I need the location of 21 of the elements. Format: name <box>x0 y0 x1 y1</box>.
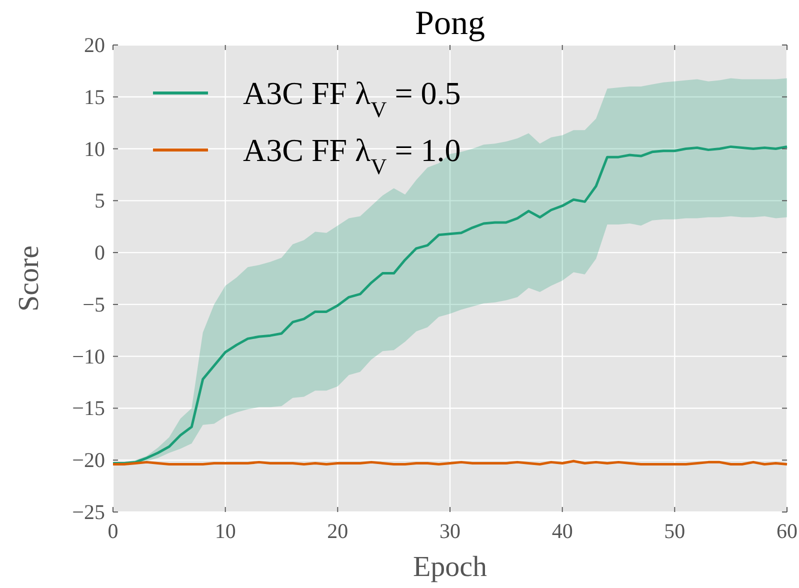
y-tick-label: 5 <box>94 188 105 213</box>
y-tick-label: 10 <box>84 136 105 161</box>
x-tick-label: 20 <box>327 519 348 543</box>
x-tick-label: 60 <box>776 519 798 543</box>
y-axis-title: Score <box>13 245 45 312</box>
legend-label: A3C FF λ$_{V}$ = 0.5 <box>243 75 461 122</box>
y-tick-label: 0 <box>94 240 105 265</box>
y-tick-label: −15 <box>72 396 105 420</box>
chart-title: Pong <box>415 5 485 42</box>
x-tick-label: 40 <box>552 519 573 543</box>
y-tick-label: −20 <box>72 448 105 472</box>
x-tick-label: 50 <box>664 519 686 543</box>
y-tick-label: −5 <box>82 292 105 316</box>
x-tick-label: 30 <box>440 519 460 543</box>
legend-label: A3C FF λ$_{V}$ = 1.0 <box>243 132 461 178</box>
y-tick-label: 15 <box>84 84 105 109</box>
y-tick-label: −10 <box>72 344 105 368</box>
x-tick-label: 10 <box>214 519 236 543</box>
y-tick-label: 20 <box>84 33 105 57</box>
x-axis-title: Epoch <box>412 551 488 583</box>
y-tick-label: −25 <box>72 500 105 524</box>
